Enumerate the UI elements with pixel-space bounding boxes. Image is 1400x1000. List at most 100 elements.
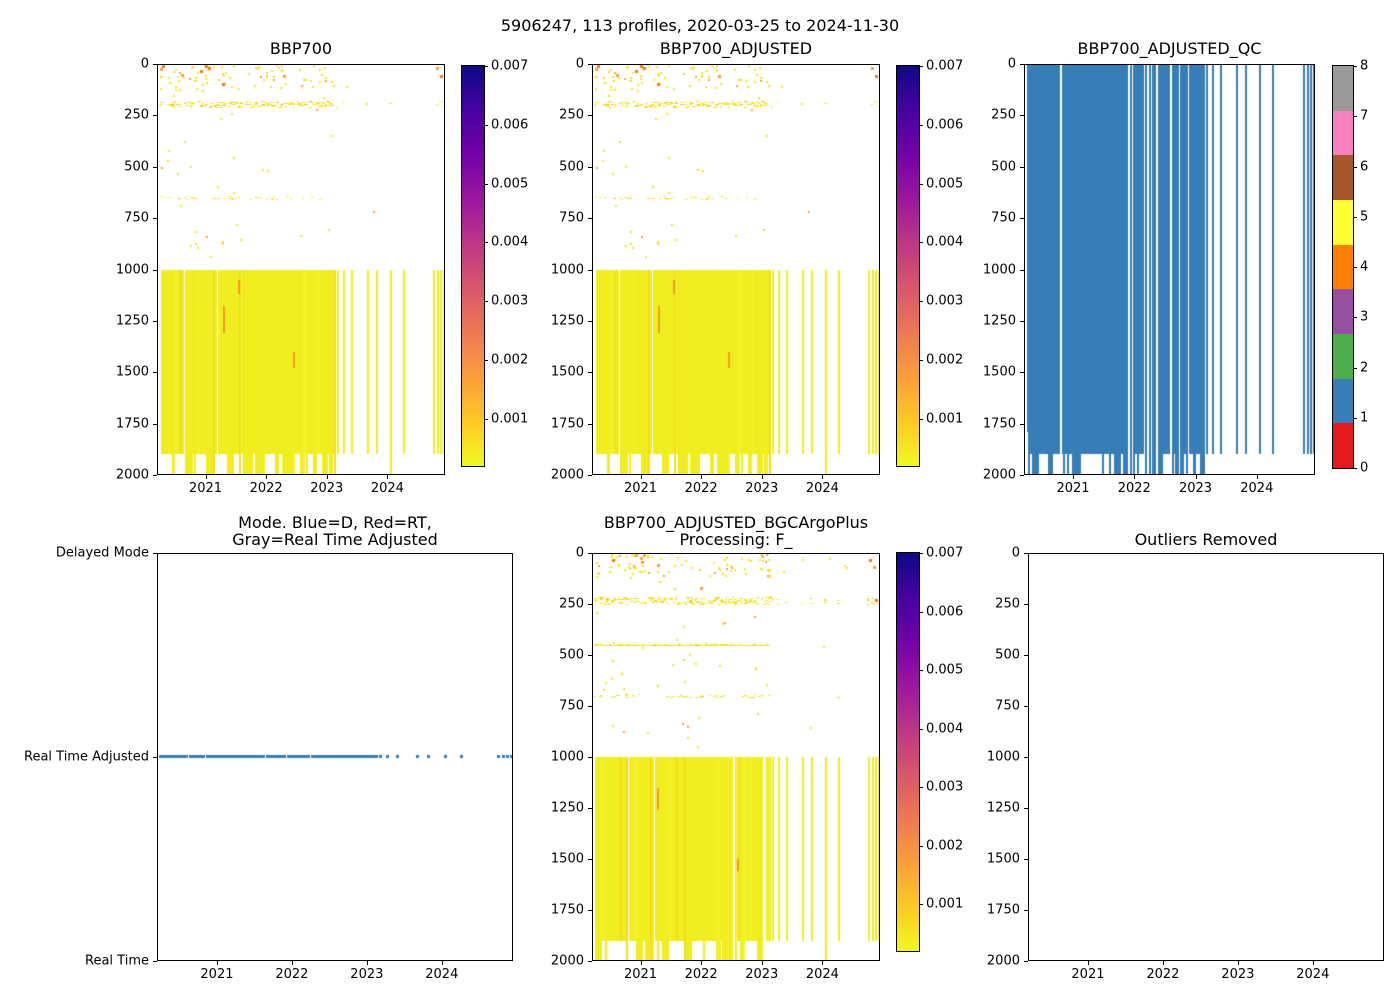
y-tick-mark: [588, 423, 592, 425]
y-tick-label: 500: [559, 159, 584, 175]
y-tick-label: 2000: [115, 467, 149, 483]
colorbar-tick-mark: [1353, 367, 1357, 369]
colorbar-tick-mark: [484, 242, 488, 244]
x-tick-mark: [822, 475, 824, 479]
x-tick-label: 2022: [275, 967, 309, 982]
qc-colorbar-segment: [1333, 333, 1353, 379]
y-tick-mark: [1020, 115, 1024, 117]
x-tick-mark: [216, 961, 218, 965]
x-tick-label: 2024: [1296, 967, 1330, 982]
colorbar-tick-mark: [1353, 66, 1357, 67]
y-tick-mark: [1020, 475, 1024, 476]
y-tick-mark: [588, 166, 592, 168]
colorbar-tick-mark: [919, 183, 923, 185]
x-tick-label: 2022: [249, 481, 283, 496]
y-tick-label: 1750: [550, 902, 584, 918]
panel-title-adjusted: BBP700_ADJUSTED: [659, 39, 813, 58]
y-tick-mark: [588, 655, 592, 656]
y-tick-mark: [1020, 218, 1024, 220]
y-tick-label: 750: [995, 698, 1020, 714]
y-tick-mark: [153, 115, 157, 117]
panel-bgc-canvas: [592, 553, 880, 961]
colorbar-tick-label: 0.007: [926, 58, 964, 74]
x-tick-mark: [205, 475, 207, 479]
y-tick-mark: [153, 218, 157, 220]
y-tick-label: 1750: [550, 416, 584, 432]
x-tick-mark: [761, 961, 763, 965]
colorbar-tick-mark: [1353, 116, 1357, 118]
y-tick-label: Real Time: [85, 953, 149, 969]
colorbar-tick-mark: [484, 418, 488, 420]
x-tick-label: 2023: [1178, 481, 1213, 496]
y-tick-label: 1250: [986, 800, 1020, 816]
y-tick-label: 0: [575, 56, 584, 72]
panel-bbp700-plot: 2021 2022 2023 2024 0 250 500 750 1000 1250 1500 17…: [116, 57, 445, 496]
y-tick-mark: [153, 475, 157, 476]
colorbar-tick-label: 0.002: [926, 352, 964, 368]
colorbar-tick-mark: [1353, 468, 1357, 469]
y-tick-label: 500: [559, 647, 584, 663]
y-tick-mark: [1020, 320, 1024, 322]
y-tick-label: 750: [124, 210, 149, 226]
colorbar-tick-mark: [919, 787, 923, 789]
colorbar-tick-mark: [1353, 417, 1357, 419]
y-tick-label: 1750: [986, 902, 1020, 918]
y-tick-mark: [588, 553, 592, 554]
qc-colorbar-segment: [1333, 423, 1353, 468]
panel-bbp700-canvas: [157, 64, 445, 475]
y-tick-label: 500: [124, 159, 149, 175]
y-tick-mark: [588, 218, 592, 220]
x-tick-label: 2024: [805, 481, 839, 496]
panel-mode-canvas: [157, 553, 513, 961]
colorbar-tick-mark: [484, 301, 488, 303]
x-tick-label: 2023: [745, 967, 779, 982]
panel-qc-plot: 2021 2022 2023 2024 0 250 500 750 1000 1250 1500 17…: [983, 57, 1315, 496]
colorbar-tick-mark: [919, 242, 923, 244]
y-tick-mark: [588, 808, 592, 809]
y-tick-label: 250: [124, 107, 149, 123]
x-tick-label: 2022: [684, 967, 718, 982]
colorbar-adjusted: 0.007 0.006 0.005 0.004 0.003 0.002 0.001: [896, 59, 963, 467]
panel-outliers-canvas: [1028, 553, 1384, 961]
x-tick-label: 2021: [188, 481, 223, 496]
panel-bgc-plot: 2021 2022 2023 2024 0 250 500 750 1000 1250 1500 17…: [551, 546, 880, 982]
y-tick-mark: [153, 757, 157, 758]
panel-title-mode-line1: Mode. Blue=D, Red=RT,: [238, 513, 432, 532]
qc-colorbar-segment: [1333, 155, 1353, 200]
colorbar-tick-label: 0.007: [491, 58, 529, 74]
colorbar-tick-label: 0.001: [926, 411, 964, 427]
colorbar-tick-mark: [484, 183, 488, 185]
y-tick-mark: [153, 553, 157, 554]
panel-title-bbp700: BBP700: [269, 39, 333, 58]
x-tick-label: 2024: [425, 967, 459, 982]
x-tick-mark: [366, 961, 368, 965]
y-tick-label: 2000: [986, 953, 1020, 969]
y-tick-mark: [153, 269, 157, 271]
y-tick-label: 2000: [550, 467, 584, 483]
y-tick-mark: [1024, 757, 1028, 758]
colorbar-tick-label: 5: [1360, 209, 1369, 225]
colorbar-tick-label: 0.001: [926, 896, 964, 912]
colorbar-tick-label: 3: [1360, 309, 1369, 325]
colorbar-tick-label: 6: [1360, 159, 1369, 174]
y-tick-label: 1500: [982, 364, 1016, 380]
y-tick-label: 250: [995, 596, 1020, 612]
colorbar-qc: 8 7 6 5 4 3 2 1 0: [1332, 59, 1368, 476]
x-tick-label: 2021: [623, 481, 658, 496]
x-tick-label: 2024: [370, 481, 404, 496]
panel-title-bgc-line1: BBP700_ADJUSTED_BGCArgoPlus: [603, 513, 869, 532]
x-tick-mark: [387, 475, 389, 479]
colorbar-tick-mark: [919, 670, 923, 672]
x-tick-mark: [822, 961, 824, 965]
panel-title-bgc: BBP700_ADJUSTED_BGCArgoPlus Processing: …: [592, 514, 880, 548]
colorbar-tick-label: 0.004: [491, 234, 529, 250]
colorbar-tick-mark: [484, 124, 488, 126]
y-tick-label: 250: [559, 596, 584, 612]
y-tick-label: 750: [559, 210, 584, 226]
x-tick-label: 2021: [623, 967, 658, 982]
y-tick-label: 1500: [986, 851, 1020, 867]
panel-title-qc: BBP700_ADJUSTED_QC: [1077, 39, 1262, 58]
colorbar-tick-label: 0.003: [491, 293, 529, 309]
colorbar-tick-label: 1: [1360, 410, 1369, 426]
